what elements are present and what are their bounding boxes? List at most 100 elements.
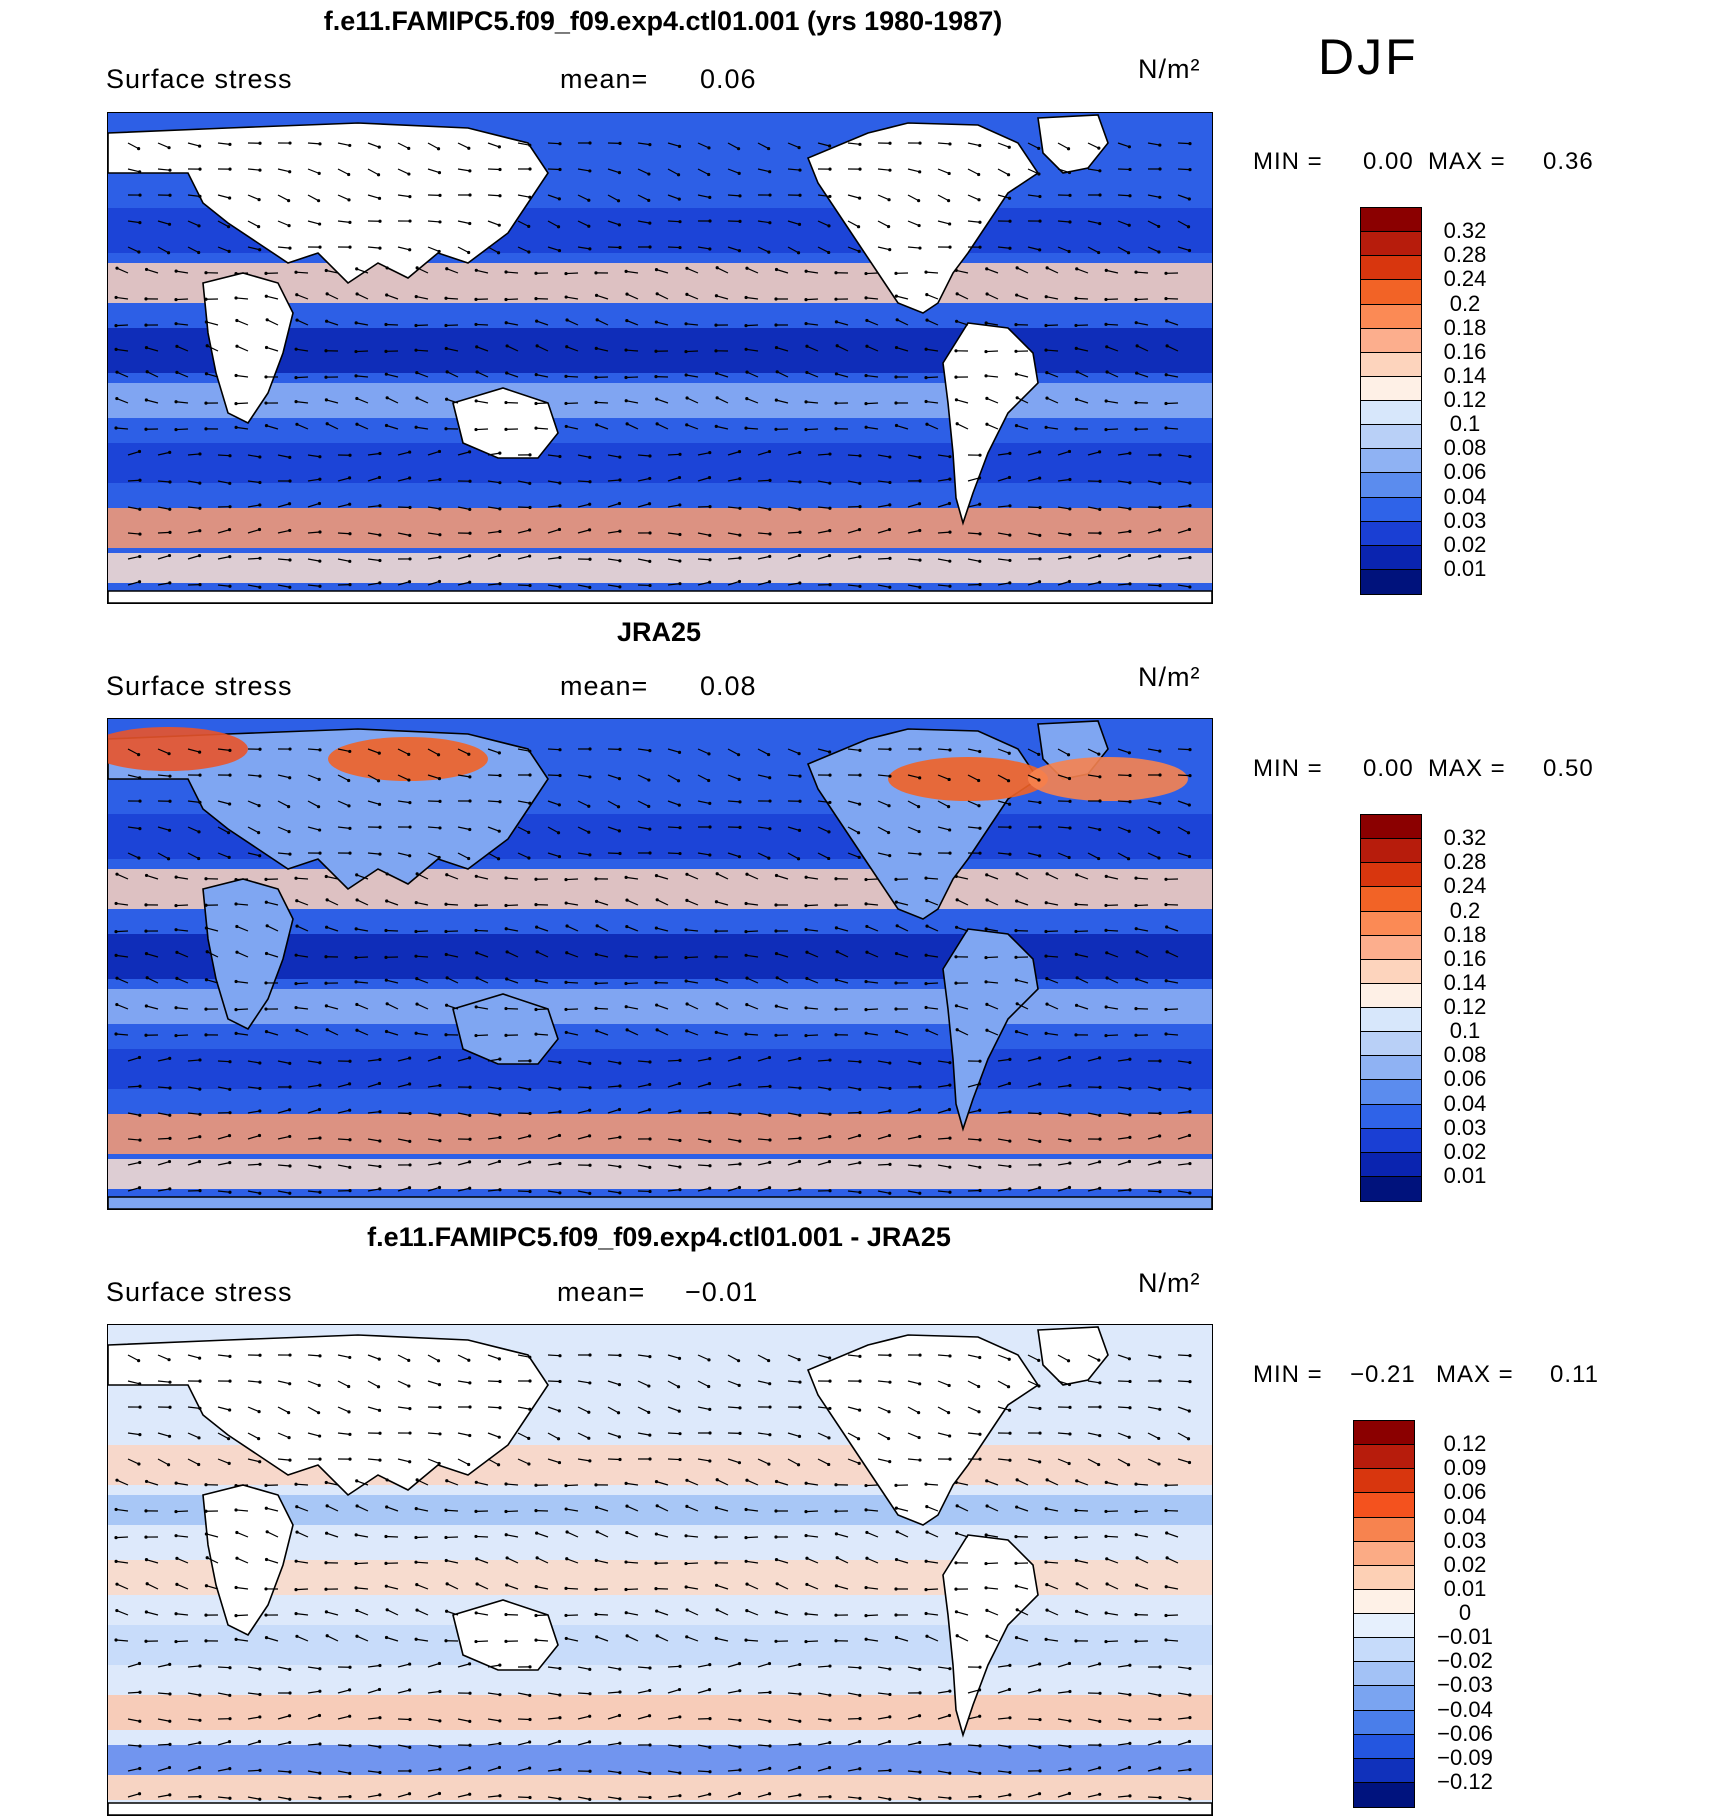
- colorbar-tick-label: 0.12: [1443, 387, 1487, 412]
- colorbar-swatch: [1361, 449, 1421, 474]
- colorbar-swatch: [1361, 1032, 1421, 1057]
- max-value: 0.50: [1543, 755, 1594, 782]
- map-canvas: [108, 719, 1212, 1209]
- colorbar-swatch: [1361, 839, 1421, 864]
- min-value: 0.00: [1363, 755, 1414, 782]
- variable-label: Surface stress: [106, 64, 293, 94]
- min-value: 0.00: [1363, 148, 1414, 175]
- colorbar-swatch: [1361, 569, 1421, 594]
- colorbar-tick-label: 0.02: [1443, 1138, 1487, 1164]
- colorbar-tick-label: −0.06: [1437, 1720, 1493, 1746]
- colorbar-tick-label: 0.16: [1443, 338, 1487, 364]
- colorbar-tick-label: −0.03: [1437, 1672, 1493, 1698]
- colorbar-tick-label: 0.18: [1443, 921, 1487, 947]
- colorbar-tick-label: 0.08: [1443, 1042, 1487, 1068]
- colorbar-swatch: [1361, 911, 1421, 936]
- colorbar-swatch: [1361, 1152, 1421, 1177]
- colorbar-swatch: [1354, 1541, 1414, 1566]
- colorbar-swatch: [1354, 1565, 1414, 1590]
- max-label: MAX =: [1436, 1361, 1514, 1388]
- colorbar-swatch: [1354, 1614, 1414, 1639]
- colorbar-tick-label: 0.04: [1443, 483, 1487, 509]
- units-label: N/m²: [1138, 1268, 1201, 1298]
- colorbar-swatch: [1361, 208, 1421, 233]
- colorbar-swatch: [1361, 1104, 1421, 1129]
- max-label: MAX =: [1428, 148, 1506, 175]
- colorbar-swatch: [1354, 1710, 1414, 1735]
- colorbar-swatch: [1361, 304, 1421, 329]
- colorbar-tick-label: 0.04: [1443, 1090, 1487, 1116]
- colorbar: [1353, 1420, 1415, 1808]
- colorbar-tick-label: 0.16: [1443, 945, 1487, 971]
- colorbar-tick-label: 0.01: [1443, 1162, 1487, 1188]
- colorbar-tick-label: −0.09: [1437, 1744, 1493, 1770]
- colorbar-tick-label: 0.24: [1443, 873, 1487, 899]
- colorbar-tick-label: 0.24: [1443, 266, 1487, 292]
- colorbar-swatch: [1361, 863, 1421, 888]
- colorbar-tick-label: 0.1: [1449, 411, 1481, 437]
- season-label: DJF: [1318, 29, 1419, 85]
- colorbar-swatch: [1361, 328, 1421, 353]
- colorbar-swatch: [1354, 1493, 1414, 1518]
- min-label: MIN =: [1253, 1361, 1323, 1388]
- colorbar-swatch: [1361, 425, 1421, 450]
- map-obs: [107, 718, 1213, 1210]
- colorbar-tick-label: 0.08: [1443, 435, 1487, 461]
- units-label: N/m²: [1138, 662, 1201, 692]
- colorbar-swatch: [1361, 1056, 1421, 1081]
- min-label: MIN =: [1253, 148, 1323, 175]
- colorbar-tick-label: 0.14: [1443, 969, 1487, 995]
- colorbar-tick-label: 0.2: [1449, 897, 1481, 923]
- colorbar-swatch: [1361, 1176, 1421, 1201]
- panel-title: f.e11.FAMIPC5.f09_f09.exp4.ctl01.001 (yr…: [323, 6, 1003, 36]
- colorbar-tick-label: 0.09: [1443, 1455, 1487, 1481]
- map-diff: [107, 1324, 1213, 1816]
- colorbar-swatch: [1361, 521, 1421, 546]
- colorbar-swatch: [1354, 1638, 1414, 1663]
- colorbar-swatch: [1354, 1686, 1414, 1711]
- colorbar-tick-label: 0.01: [1443, 555, 1487, 581]
- colorbar-swatch: [1354, 1445, 1414, 1470]
- colorbar-swatch: [1354, 1589, 1414, 1614]
- colorbar-swatch: [1361, 352, 1421, 377]
- map-canvas: [108, 1325, 1212, 1815]
- colorbar-tick-label: 0.06: [1443, 1479, 1487, 1505]
- colorbar-swatch: [1354, 1517, 1414, 1542]
- colorbar-swatch: [1361, 959, 1421, 984]
- colorbar-tick-label: 0.1: [1449, 1018, 1481, 1044]
- colorbar-tick-label: 0.32: [1443, 825, 1487, 851]
- colorbar-swatch: [1361, 376, 1421, 401]
- colorbar-tick-label: 0.03: [1443, 1527, 1487, 1553]
- colorbar-tick-label: 0.28: [1443, 849, 1487, 875]
- mean-value: 0.06: [700, 64, 757, 94]
- colorbar-swatch: [1354, 1758, 1414, 1783]
- mean-value: 0.08: [700, 671, 757, 701]
- mean-label: mean=: [560, 671, 649, 701]
- colorbar-tick-label: 0.06: [1443, 459, 1487, 485]
- colorbar-tick-label: 0.02: [1443, 531, 1487, 557]
- colorbar-tick-label: −0.02: [1437, 1648, 1493, 1674]
- max-label: MAX =: [1428, 755, 1506, 782]
- variable-label: Surface stress: [106, 1277, 293, 1307]
- mean-label: mean=: [560, 64, 649, 94]
- colorbar-swatch: [1361, 256, 1421, 281]
- colorbar-tick-label: 0.06: [1443, 1066, 1487, 1092]
- colorbar-swatch: [1354, 1662, 1414, 1687]
- panel-title: f.e11.FAMIPC5.f09_f09.exp4.ctl01.001 - J…: [367, 1222, 951, 1252]
- colorbar-swatch: [1361, 545, 1421, 570]
- colorbar-tick-label: −0.04: [1437, 1696, 1493, 1722]
- max-value: 0.11: [1550, 1361, 1599, 1388]
- colorbar-swatch: [1361, 935, 1421, 960]
- colorbar-swatch: [1354, 1421, 1414, 1446]
- colorbar-tick-label: 0.12: [1443, 1431, 1487, 1457]
- colorbar-tick-label: 0.14: [1443, 362, 1487, 388]
- variable-label: Surface stress: [106, 671, 293, 701]
- colorbar-swatch: [1361, 232, 1421, 257]
- colorbar-swatch: [1361, 815, 1421, 840]
- colorbar-swatch: [1361, 887, 1421, 912]
- max-value: 0.36: [1543, 148, 1594, 175]
- units-label: N/m²: [1138, 54, 1201, 84]
- colorbar-swatch: [1361, 497, 1421, 522]
- map-model: [107, 112, 1213, 604]
- min-label: MIN =: [1253, 755, 1323, 782]
